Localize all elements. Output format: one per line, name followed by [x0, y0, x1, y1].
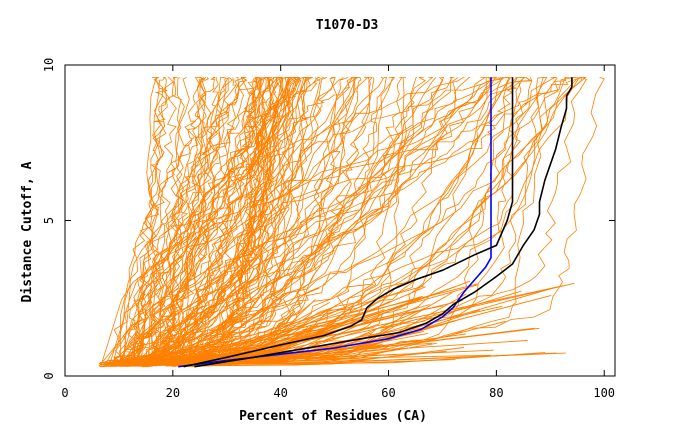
highlight-series-2: [183, 77, 514, 368]
bundle-line: [122, 77, 216, 366]
bundle-line: [140, 77, 321, 363]
x-tick-label: 40: [273, 386, 287, 400]
bundle-line: [167, 77, 260, 365]
bundle-line: [177, 77, 525, 364]
bundle-line: [142, 77, 487, 367]
y-tick-label: 5: [42, 217, 56, 224]
bundle-line: [179, 77, 264, 367]
axis-ticks: 0 20 40 60 80 100 0 5 10: [42, 58, 615, 400]
bundle-line: [203, 342, 437, 366]
bundle-line: [185, 77, 373, 364]
bundle-line: [179, 77, 533, 366]
bundle-line: [137, 296, 422, 366]
bundle-line: [128, 287, 320, 362]
bundle-line: [136, 77, 567, 363]
bundle-line: [113, 77, 168, 364]
bundle-line: [168, 77, 297, 366]
y-tick-label: 0: [42, 372, 56, 379]
y-tick-label: 10: [42, 58, 56, 72]
bundle-line: [113, 305, 444, 362]
bundle-line: [135, 300, 361, 363]
bundle-line: [166, 77, 297, 367]
x-tick-label: 0: [61, 386, 68, 400]
bundle-line: [152, 77, 403, 365]
bundle-line: [109, 77, 532, 363]
bundle-line: [147, 291, 290, 362]
bundle-line: [140, 77, 313, 363]
bundle-line: [165, 77, 509, 366]
x-tick-label: 20: [166, 386, 180, 400]
x-tick-label: 80: [489, 386, 503, 400]
bundle-line: [134, 77, 278, 364]
highlight-series-1: [178, 77, 492, 368]
bundle-line: [131, 77, 248, 365]
bundle-line: [140, 77, 336, 365]
bundle-line: [120, 77, 525, 363]
bundle-line: [118, 77, 209, 365]
bundle-line: [113, 77, 384, 367]
chart-title: T1070-D3: [316, 18, 379, 33]
bundle-line: [162, 77, 207, 363]
bundle-line: [133, 77, 258, 366]
bundle-line: [188, 77, 259, 365]
bundle-line: [159, 77, 308, 367]
bundle-line: [98, 77, 576, 367]
bundle-line: [107, 306, 371, 364]
bundle-line: [162, 77, 237, 366]
bundle-line: [155, 77, 533, 366]
bundle-line: [98, 77, 247, 366]
bundle-line: [139, 77, 257, 363]
bundle-line: [117, 77, 313, 363]
x-tick-label: 60: [381, 386, 395, 400]
x-tick-label: 100: [593, 386, 615, 400]
bundle-line: [124, 285, 425, 362]
highlighted-series: [178, 77, 573, 368]
bundle-line: [202, 359, 456, 367]
bundle-line: [100, 294, 552, 367]
bundle-line: [110, 77, 519, 363]
bundle-line: [129, 77, 325, 366]
bundle-line: [140, 77, 360, 367]
bundle-line: [109, 77, 229, 367]
bundle-line: [149, 77, 168, 365]
highlight-series-3: [194, 77, 573, 368]
x-axis-label: Percent of Residues (CA): [239, 409, 427, 424]
bundle-line: [135, 77, 504, 364]
bundle-line: [101, 77, 582, 365]
y-axis-label: Distance Cutoff, A: [20, 161, 35, 302]
